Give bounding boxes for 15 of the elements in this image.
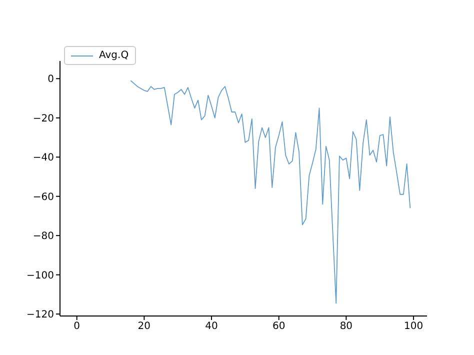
legend-label: Avg.Q [99,50,129,61]
x-tick-label: 100 [404,321,424,332]
line-series [130,80,411,304]
y-tick-label: −120 [26,310,54,321]
x-tick-label: 0 [74,321,80,332]
y-tick-label: −100 [26,270,54,282]
x-tick-label: 60 [272,321,286,332]
y-tick-label: −40 [32,152,54,164]
y-tick-label: −60 [32,192,54,203]
x-tick-label: 40 [205,321,218,332]
y-tick-label: −80 [32,231,54,242]
x-tick-label: 80 [340,321,353,332]
x-tick-label: 20 [138,321,151,332]
y-tick-label: −20 [32,113,54,124]
y-tick-label: 0 [48,74,54,86]
